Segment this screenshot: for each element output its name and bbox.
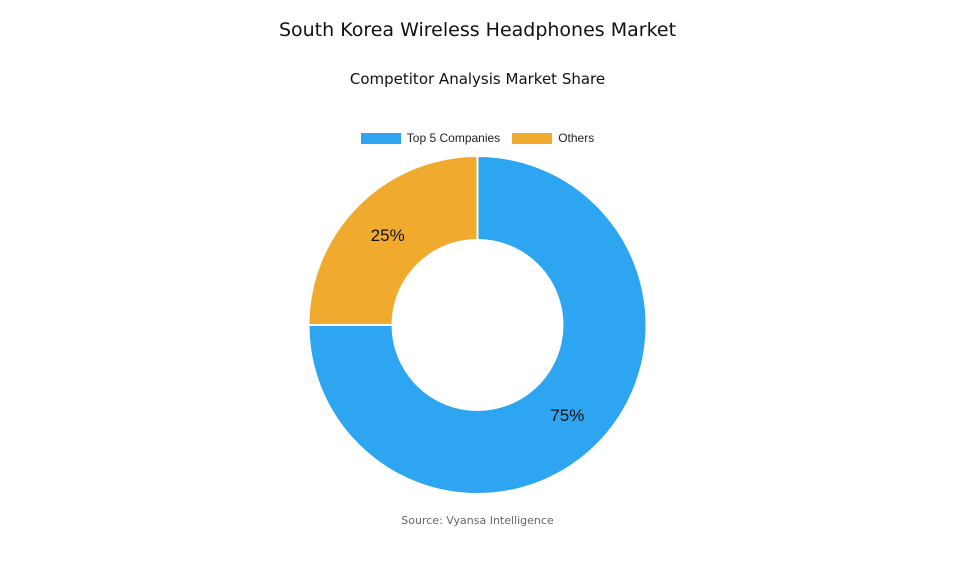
slice-top-5-companies[interactable]: [307, 154, 648, 495]
chart-subtitle: Competitor Analysis Market Share: [349, 70, 606, 88]
legend: Top 5 Companies Others: [0, 131, 955, 145]
source-note: Source: Vyansa Intelligence: [401, 514, 554, 527]
legend-label: Top 5 Companies: [406, 131, 501, 145]
legend-swatch: [360, 132, 401, 144]
slice-others[interactable]: [307, 154, 479, 326]
chart-title: South Korea Wireless Headphones Market: [278, 19, 677, 41]
data-label: 25%: [371, 226, 405, 245]
data-label: 75%: [550, 406, 584, 425]
legend-swatch: [512, 132, 553, 144]
legend-item-top5[interactable]: Top 5 Companies: [360, 131, 501, 145]
legend-item-others[interactable]: Others: [512, 131, 594, 145]
legend-label: Others: [558, 131, 595, 145]
